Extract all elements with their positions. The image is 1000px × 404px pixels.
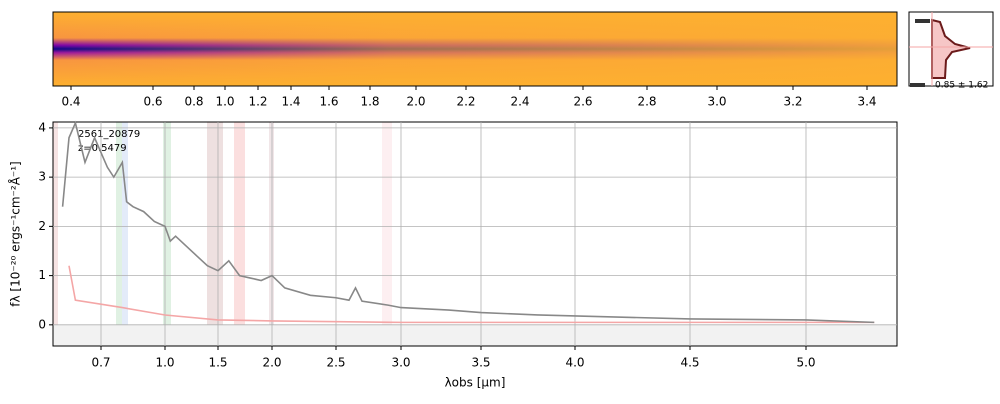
top-x-tick-label: 1.6 xyxy=(319,95,338,109)
top-x-tick-label: 2.8 xyxy=(637,95,656,109)
top-frame xyxy=(52,11,898,87)
hist-shape xyxy=(931,18,971,79)
band xyxy=(207,122,223,346)
top-x-tick-label: 3.4 xyxy=(857,95,876,109)
top-x-tick-label: 1.4 xyxy=(281,95,300,109)
hist-frame xyxy=(908,11,994,87)
x-tick-label: 3.0 xyxy=(391,356,410,370)
hist-label: 0.85 ± 1.62 xyxy=(935,81,988,91)
top-x-tick-label: 3.2 xyxy=(783,95,802,109)
main-frame xyxy=(52,121,898,347)
x-label: λobs [μm] xyxy=(445,376,506,390)
top-x-tick-label: 1.2 xyxy=(248,95,267,109)
top-x-tick-label: 2.4 xyxy=(510,95,529,109)
y-tick-label: 1 xyxy=(38,268,46,282)
band xyxy=(53,122,58,346)
top-x-tick-label: 1.0 xyxy=(215,95,234,109)
top-x-tick-label: 1.8 xyxy=(360,95,379,109)
zero-fill xyxy=(53,325,897,346)
band xyxy=(269,122,274,346)
y-tick-label: 0 xyxy=(38,317,46,331)
x-tick-label: 4.0 xyxy=(565,356,584,370)
spectrum-2d-fade xyxy=(53,12,897,86)
histogram: 0.85 ± 1.62 xyxy=(908,11,994,91)
series-line xyxy=(61,120,875,324)
y-label: fλ [10⁻²⁰ ergs⁻¹cm⁻²Å⁻¹] xyxy=(8,161,23,306)
band xyxy=(116,122,122,346)
x-tick-label: 1.0 xyxy=(155,356,174,370)
series-line xyxy=(68,265,875,324)
band xyxy=(122,122,128,346)
top-x-tick-label: 3.0 xyxy=(707,95,726,109)
redshift: z=0.5479 xyxy=(78,143,127,154)
x-tick-label: 2.5 xyxy=(326,356,345,370)
x-tick-label: 4.5 xyxy=(680,356,699,370)
y-tick-label: 4 xyxy=(38,120,46,134)
x-tick-label: 3.5 xyxy=(471,356,490,370)
band xyxy=(234,122,245,346)
top-x-tick-label: 0.6 xyxy=(143,95,162,109)
top-x-tick-label: 0.4 xyxy=(61,95,80,109)
top-x-tick-label: 2.2 xyxy=(456,95,475,109)
top-x-tick-label: 0.8 xyxy=(184,95,203,109)
x-tick-label: 5.0 xyxy=(796,356,815,370)
band xyxy=(382,122,392,346)
x-tick-label: 0.7 xyxy=(91,356,110,370)
top-x-tick-label: 2.0 xyxy=(406,95,425,109)
x-tick-label: 2.0 xyxy=(262,356,281,370)
bands xyxy=(53,122,392,346)
top-x-tick-label: 2.6 xyxy=(573,95,592,109)
y-tick-label: 3 xyxy=(38,170,46,184)
y-tick-label: 2 xyxy=(38,219,46,233)
object-id: 2561_20879 xyxy=(78,129,140,140)
x-tick-label: 1.5 xyxy=(208,356,227,370)
